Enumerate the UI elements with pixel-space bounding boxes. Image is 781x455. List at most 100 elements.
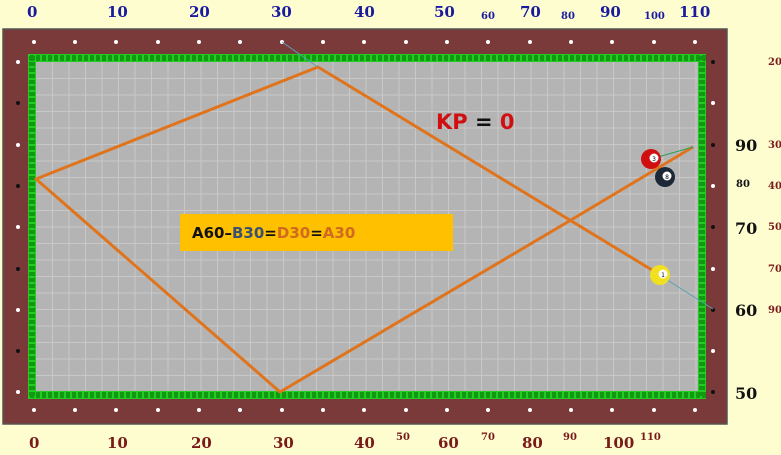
ball-3: 3 — [641, 149, 661, 169]
cushion-tick — [588, 392, 592, 398]
cushion-tick — [186, 55, 190, 61]
cushion-tick — [699, 332, 705, 336]
cushion-tick — [168, 55, 172, 61]
cushion-tick — [102, 55, 106, 61]
top-scale-label: 10 — [107, 3, 128, 21]
cushion-tick — [699, 218, 705, 222]
cushion-tick — [624, 55, 628, 61]
cushion-tick — [342, 55, 346, 61]
cushion-tick — [414, 55, 418, 61]
cushion-tick — [29, 242, 35, 246]
cushion-tick — [246, 55, 250, 61]
cushion-tick — [29, 164, 35, 168]
rail-diamond — [652, 40, 656, 44]
cushion-tick — [29, 92, 35, 96]
rail-diamond — [610, 40, 614, 44]
cushion-tick — [618, 392, 622, 398]
rail-diamond — [693, 40, 697, 44]
cushion-tick — [444, 55, 448, 61]
cushion-tick — [432, 55, 436, 61]
cushion-tick — [96, 392, 100, 398]
rail-diamonds — [16, 40, 715, 412]
cushion-tick — [552, 392, 556, 398]
cushion-tick — [72, 392, 76, 398]
cushion-tick — [480, 392, 484, 398]
top-scale-label: 60 — [481, 11, 495, 22]
cushion-tick — [654, 55, 658, 61]
cushion-tick — [564, 55, 568, 61]
cushion-tick — [29, 392, 35, 396]
cushion-tick — [198, 55, 202, 61]
rail-diamond — [711, 143, 715, 147]
cushion-tick — [618, 55, 622, 61]
cushion-tick — [516, 55, 520, 61]
cushion-tick — [348, 392, 352, 398]
right-outer-label: 40 — [768, 181, 781, 192]
cushion-tick — [624, 392, 628, 398]
cushion-tick — [426, 392, 430, 398]
cushion-tick — [294, 55, 298, 61]
cushion-tick — [306, 392, 310, 398]
cushion-tick — [204, 55, 208, 61]
rail-diamond — [404, 40, 408, 44]
cushion-tick — [78, 55, 82, 61]
cushion-tick — [204, 392, 208, 398]
cushion-tick — [29, 320, 35, 324]
rail-diamond — [569, 40, 573, 44]
cushion-tick — [228, 392, 232, 398]
formula-a: A60 — [192, 223, 225, 242]
cushion-tick — [29, 344, 35, 348]
cushion-tick — [642, 392, 646, 398]
cushion-tick — [29, 158, 35, 162]
cushion-tick — [699, 92, 705, 96]
cushion-tick — [642, 55, 646, 61]
cushion-tick — [699, 320, 705, 324]
cushion-tick — [699, 272, 705, 276]
rail-diamond — [321, 408, 325, 412]
cushion-tick — [294, 392, 298, 398]
cushion-tick — [29, 236, 35, 240]
cushion-tick — [29, 68, 35, 72]
cushion-tick — [594, 392, 598, 398]
cushion-tick — [228, 55, 232, 61]
cushion-tick — [492, 55, 496, 61]
cushion-tick — [90, 55, 94, 61]
cushion-tick — [102, 392, 106, 398]
right-outer-label: 20 — [768, 57, 781, 68]
cushion-tick — [29, 380, 35, 384]
svg-text:3: 3 — [652, 156, 656, 163]
cushion-tick — [684, 55, 688, 61]
cushion-tick — [456, 392, 460, 398]
cushion-tick — [96, 55, 100, 61]
cushion-tick — [29, 284, 35, 288]
cushion-tick — [504, 392, 508, 398]
rail-diamond — [610, 408, 614, 412]
cushion-tick — [699, 182, 705, 186]
cushion-tick — [29, 62, 35, 66]
cushion-tick — [29, 332, 35, 336]
cushion-tick — [48, 55, 52, 61]
rail-diamond — [16, 349, 20, 353]
cushion-tick — [699, 230, 705, 234]
cushion-tick — [402, 392, 406, 398]
cushion-tick — [699, 56, 705, 60]
rail-diamond — [711, 60, 715, 64]
cushion-tick — [29, 194, 35, 198]
cushion-tick — [156, 392, 160, 398]
cushion-tick — [324, 55, 328, 61]
cushion-tick — [246, 392, 250, 398]
rail-diamond — [711, 349, 715, 353]
top-scale-label: 110 — [679, 3, 711, 21]
cushion-tick — [384, 55, 388, 61]
cushion-tick — [699, 170, 705, 174]
cushion-tick — [498, 392, 502, 398]
cushion-tick — [396, 55, 400, 61]
formula-eq1: = — [264, 223, 277, 242]
cushion-tick — [222, 55, 226, 61]
cushion-tick — [462, 55, 466, 61]
cushion-tick — [336, 55, 340, 61]
rail-diamond — [569, 408, 573, 412]
cushion-tick — [168, 392, 172, 398]
bottom-scale-label: 60 — [438, 434, 459, 452]
rail-diamond — [238, 40, 242, 44]
